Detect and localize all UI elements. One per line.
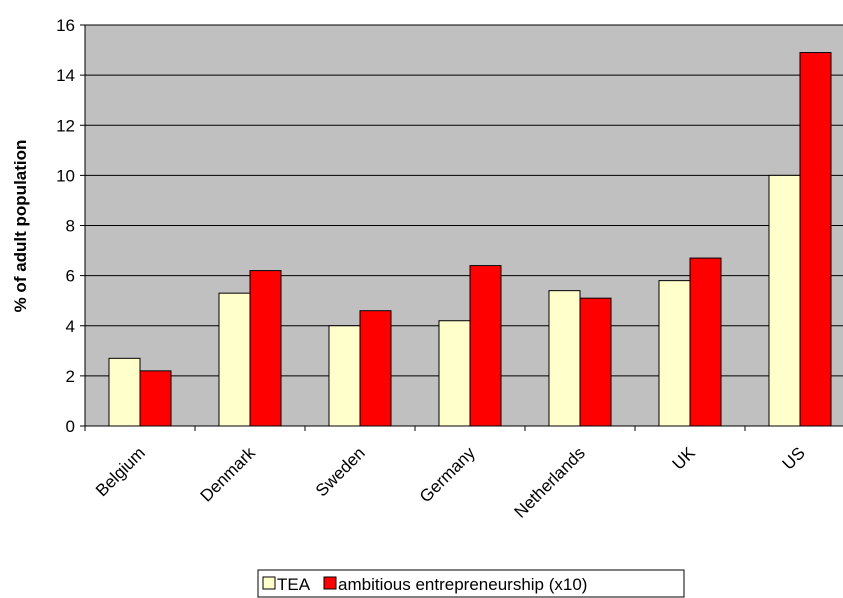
legend-label-tea: TEA	[277, 575, 311, 594]
bar-tea-us	[768, 174, 801, 427]
x-tick-label: Sweden	[312, 443, 369, 500]
bar-tea-uk	[658, 280, 691, 427]
y-tick-label: 0	[66, 417, 75, 436]
y-axis-ticks: 0 2 4 6 8 10 12 14 16	[56, 16, 85, 436]
y-axis-label: % of adult population	[11, 140, 30, 313]
bar-ambitious-netherlands	[579, 297, 612, 427]
y-tick-label: 12	[56, 116, 75, 135]
bar-ambitious-sweden	[359, 310, 392, 427]
bar-ambitious-us	[799, 52, 832, 427]
x-tick-label: UK	[669, 443, 700, 474]
legend: TEA ambitious entrepreneurship (x10)	[257, 569, 685, 598]
bar-tea-belgium	[108, 357, 141, 427]
x-tick-label: Denmark	[197, 443, 260, 506]
y-tick-label: 4	[66, 317, 75, 336]
x-tick-label: Germany	[416, 443, 479, 506]
x-tick-label: Netherlands	[511, 443, 589, 521]
bar-tea-germany	[438, 320, 471, 427]
bar-ambitious-belgium	[139, 370, 172, 427]
bar-tea-sweden	[328, 325, 361, 427]
legend-swatch-ambitious	[323, 576, 337, 590]
x-tick-label: US	[779, 443, 809, 473]
y-tick-label: 16	[56, 16, 75, 35]
y-tick-label: 14	[56, 66, 75, 85]
y-tick-label: 2	[66, 367, 75, 386]
x-tick-label: Belgium	[92, 443, 149, 500]
legend-swatch-tea	[262, 576, 276, 590]
x-axis-ticks: Belgium Denmark Sweden Germany Netherlands UK…	[84, 426, 809, 522]
bar-ambitious-denmark	[249, 270, 282, 427]
y-tick-label: 8	[66, 217, 75, 236]
bar-tea-netherlands	[548, 290, 581, 427]
bars	[108, 52, 832, 427]
legend-label-ambitious: ambitious entrepreneurship (x10)	[338, 575, 587, 594]
bar-tea-denmark	[218, 292, 251, 427]
y-tick-label: 6	[66, 267, 75, 286]
y-tick-label: 10	[56, 166, 75, 185]
bar-ambitious-germany	[469, 265, 502, 427]
bar-ambitious-uk	[689, 257, 722, 427]
